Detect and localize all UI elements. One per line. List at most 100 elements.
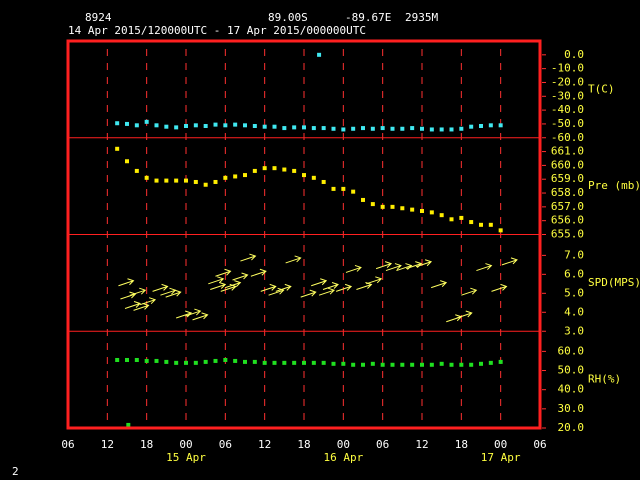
point [302, 173, 306, 178]
arrow-shape [415, 259, 433, 268]
point [223, 123, 228, 128]
wind-arrow [501, 257, 518, 266]
point [361, 126, 365, 131]
wind-arrow [165, 289, 182, 298]
wind-arrow [461, 287, 478, 296]
y-tick-label: -10.0 [551, 62, 584, 75]
point [459, 362, 464, 367]
arrow-shape [385, 263, 402, 272]
y-tick-label: 40.0 [558, 383, 585, 396]
x-tick-label: 00 [179, 438, 192, 451]
point [429, 127, 434, 132]
point [292, 168, 297, 173]
x-tick-label: 18 [455, 438, 468, 451]
arrow-shape [446, 314, 463, 323]
wind-arrow [311, 278, 328, 287]
wind-arrow [366, 276, 383, 285]
y-tick-label: -30.0 [551, 89, 584, 102]
point [252, 168, 257, 173]
point [302, 360, 306, 365]
wind-arrow [130, 287, 147, 296]
arrow-shape [501, 257, 518, 266]
point [174, 360, 179, 365]
point [282, 126, 287, 131]
point [174, 125, 179, 130]
point [223, 357, 228, 362]
date-label: 15 Apr [166, 451, 206, 464]
point [429, 362, 434, 367]
point [370, 202, 375, 207]
point [479, 124, 483, 129]
wind-arrow [133, 302, 150, 311]
arrow-shape [232, 272, 249, 281]
arrow-shape [120, 291, 137, 300]
arrow-shape [165, 289, 182, 298]
y-tick-label: 60.0 [558, 344, 585, 357]
wind-arrow [300, 289, 317, 298]
date-label: 16 Apr [323, 451, 363, 464]
arrow-shape [210, 282, 227, 290]
point [193, 179, 198, 184]
arrow-shape [356, 282, 373, 290]
point [154, 178, 159, 183]
point [390, 126, 395, 131]
point [361, 362, 365, 367]
point [498, 228, 503, 233]
x-tick-label: 00 [494, 438, 507, 451]
point [410, 207, 415, 212]
arrow-shape [318, 287, 336, 296]
arrow-shape [240, 253, 257, 262]
wind-arrow [250, 268, 267, 277]
wind-arrow [285, 255, 302, 264]
point [380, 126, 385, 131]
point [126, 422, 131, 427]
point [144, 119, 149, 124]
chart-title: 14 Apr 2015/120000UTC - 17 Apr 2015/0000… [68, 24, 366, 37]
panel-label: T(C) [588, 82, 615, 95]
arrow-shape [192, 312, 209, 321]
point [420, 209, 424, 214]
arrow-shape [152, 283, 169, 292]
y-tick-label: 20.0 [558, 421, 585, 434]
point [479, 361, 483, 366]
point [380, 362, 385, 367]
y-tick-label: 7.0 [564, 248, 584, 261]
wind-arrow [240, 253, 257, 262]
arrow-shape [461, 287, 478, 296]
wind-arrow [335, 283, 353, 292]
point [321, 360, 326, 365]
point [439, 213, 444, 218]
point [223, 175, 228, 180]
wind-arrow [476, 263, 493, 272]
arrow-shape [208, 276, 225, 285]
wind-arrow [431, 280, 448, 289]
wind-arrow [124, 301, 141, 309]
point [400, 206, 405, 211]
arrow-shape [322, 282, 339, 290]
arrow-shape [215, 268, 232, 277]
panel-label: Pre (mb) [588, 179, 640, 192]
elevation: 2935M [405, 11, 438, 24]
point [341, 186, 346, 191]
point [449, 217, 454, 222]
point [449, 362, 454, 367]
point [292, 125, 297, 130]
arrow-shape [260, 283, 277, 292]
wind-arrow [225, 280, 242, 289]
point [351, 362, 356, 367]
arrow-shape [311, 278, 328, 287]
plot-frame [66, 39, 542, 430]
point [331, 126, 336, 131]
point [203, 182, 208, 187]
point [400, 126, 405, 131]
y-tick-label: 658.0 [551, 186, 584, 199]
point [469, 220, 474, 225]
wind-arrow [275, 283, 292, 292]
point [233, 122, 238, 127]
x-tick-label: 12 [415, 438, 428, 451]
point [341, 361, 346, 366]
panel-label: RH(%) [588, 373, 621, 386]
point [213, 358, 218, 363]
wind-arrow [176, 310, 193, 319]
wind-arrow [120, 291, 137, 300]
